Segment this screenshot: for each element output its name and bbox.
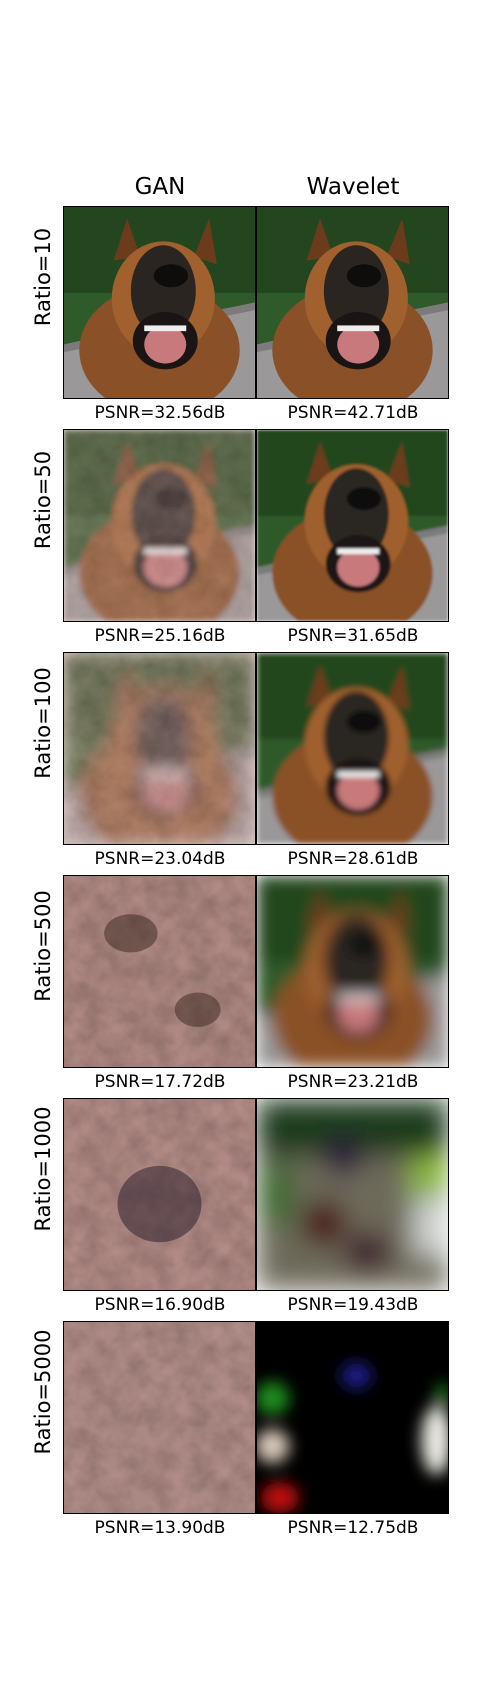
gan-psnr-ratio-1000: PSNR=16.90dB: [94, 1295, 226, 1315]
wavelet-image-ratio-5000: [256, 1321, 449, 1514]
row-label-ratio-100: Ratio=100: [31, 667, 55, 779]
wavelet-image-ratio-100: [256, 652, 449, 845]
gan-image-ratio-10: [63, 206, 256, 399]
wavelet-psnr-ratio-500: PSNR=23.21dB: [287, 1072, 419, 1092]
wavelet-psnr-ratio-100: PSNR=28.61dB: [287, 849, 419, 869]
row-label-ratio-5000: Ratio=5000: [31, 1329, 55, 1455]
row-label-ratio-10: Ratio=10: [31, 227, 55, 327]
gan-image-ratio-50: [63, 429, 256, 622]
gan-psnr-ratio-50: PSNR=25.16dB: [94, 626, 226, 646]
wavelet-image-ratio-500: [256, 875, 449, 1068]
wavelet-psnr-ratio-5000: PSNR=12.75dB: [287, 1518, 419, 1538]
row-label-ratio-500: Ratio=500: [31, 890, 55, 1002]
wavelet-image-ratio-50: [256, 429, 449, 622]
gan-psnr-ratio-100: PSNR=23.04dB: [94, 849, 226, 869]
gan-image-ratio-5000: [63, 1321, 256, 1514]
wavelet-psnr-ratio-10: PSNR=42.71dB: [287, 403, 419, 423]
column-title-wavelet: Wavelet: [306, 174, 400, 200]
wavelet-psnr-ratio-50: PSNR=31.65dB: [287, 626, 419, 646]
gan-image-ratio-500: [63, 875, 256, 1068]
gan-psnr-ratio-5000: PSNR=13.90dB: [94, 1518, 226, 1538]
gan-image-ratio-100: [63, 652, 256, 845]
gan-image-ratio-1000: [63, 1098, 256, 1291]
gan-psnr-ratio-10: PSNR=32.56dB: [94, 403, 226, 423]
wavelet-image-ratio-1000: [256, 1098, 449, 1291]
row-label-ratio-50: Ratio=50: [31, 450, 55, 550]
wavelet-image-ratio-10: [256, 206, 449, 399]
wavelet-psnr-ratio-1000: PSNR=19.43dB: [287, 1295, 419, 1315]
column-title-gan: GAN: [134, 174, 186, 200]
gan-psnr-ratio-500: PSNR=17.72dB: [94, 1072, 226, 1092]
row-label-ratio-1000: Ratio=1000: [31, 1106, 55, 1232]
